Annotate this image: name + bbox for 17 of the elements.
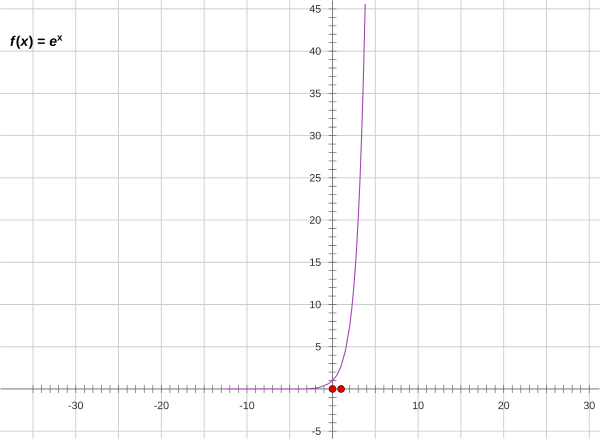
x-tick-label: 20 (498, 401, 510, 410)
x-tick-label: -10 (240, 401, 254, 410)
y-tick-label: 35 (310, 89, 321, 97)
y-tick-label: 10 (310, 300, 321, 308)
y-tick-label: 25 (310, 174, 321, 182)
y-tick-label: -5 (312, 427, 321, 435)
y-tick-label: 15 (310, 258, 321, 266)
x-tick-label: -20 (154, 401, 169, 410)
y-tick-label: 45 (310, 5, 321, 12)
y-tick-label: 20 (310, 216, 321, 224)
x-tick-label: -30 (68, 401, 84, 410)
y-tick-label: 40 (310, 47, 321, 55)
x-tick-label: 30 (584, 401, 595, 410)
x-tick-label: 10 (412, 401, 424, 410)
y-tick-label: 5 (316, 342, 321, 350)
y-tick-label: 30 (310, 132, 321, 140)
annotation: f(x) = e$^{x}$ (10, 35, 62, 49)
